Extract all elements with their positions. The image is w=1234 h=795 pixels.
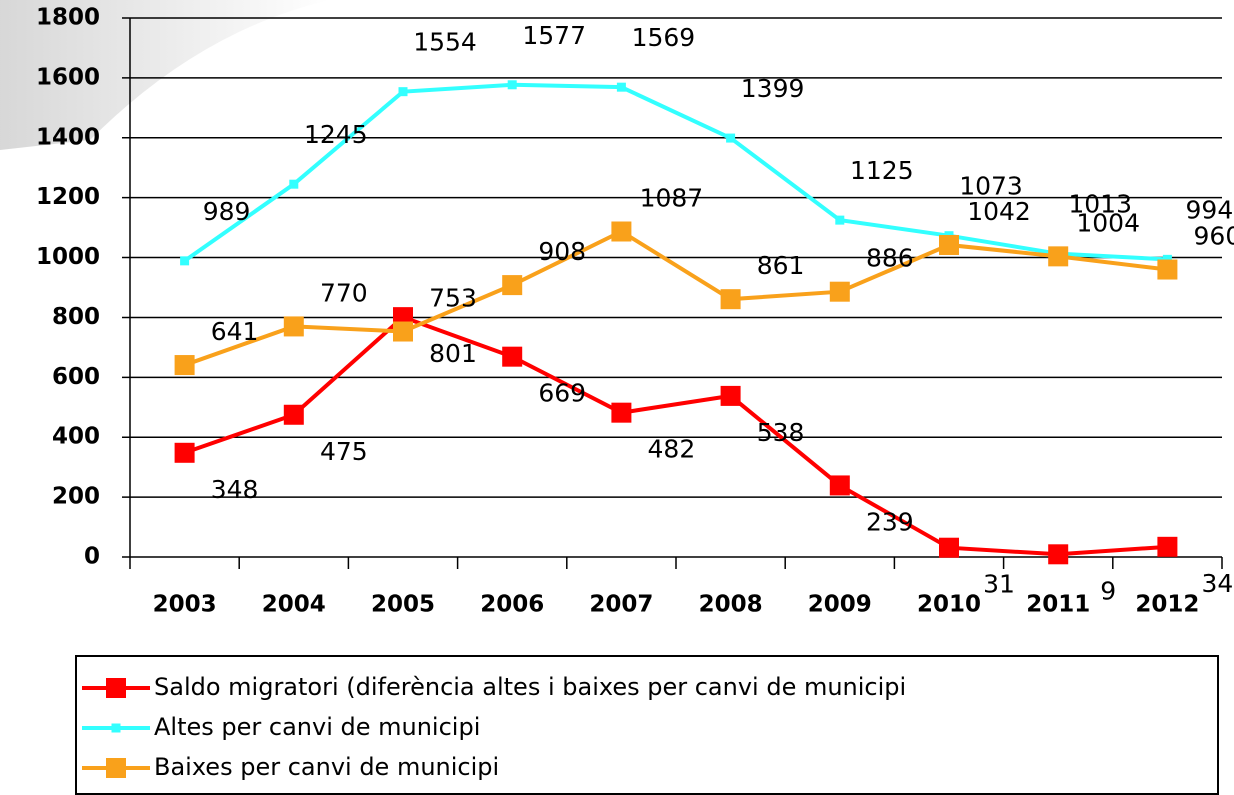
legend-label: Saldo migratori (diferència altes i baix…	[154, 673, 906, 701]
legend-box	[75, 655, 1219, 795]
data-label: 31	[983, 570, 1015, 599]
data-label: 908	[538, 237, 586, 266]
marker	[502, 346, 523, 367]
line	[183, 82, 1168, 263]
data-label: 1577	[522, 21, 586, 50]
data-label: 475	[320, 437, 368, 466]
data-label: 770	[320, 278, 368, 307]
data-label: 34	[1201, 569, 1233, 598]
x-tick-label: 2010	[917, 592, 981, 618]
data-label: 669	[538, 379, 586, 408]
marker	[174, 442, 195, 463]
x-tick-label: 2007	[589, 592, 653, 618]
marker	[939, 234, 959, 255]
marker	[1157, 259, 1178, 280]
watermark	[0, 0, 330, 150]
data-label: 1125	[850, 156, 914, 185]
marker	[829, 475, 850, 496]
marker	[720, 289, 741, 310]
legend-label: Baixes per canvi de municipi	[154, 753, 499, 781]
y-tick-label: 200	[52, 484, 100, 510]
legend-label: Altes per canvi de municipi	[154, 713, 480, 741]
data-label: 1004	[1076, 208, 1140, 237]
data-label: 482	[648, 435, 696, 464]
data-label: 239	[866, 507, 914, 536]
legend-marker	[106, 758, 126, 778]
data-label: 1042	[967, 197, 1031, 226]
marker	[720, 385, 741, 406]
marker	[393, 321, 413, 342]
marker	[283, 316, 304, 337]
x-tick-label: 2003	[153, 592, 217, 618]
marker	[398, 87, 408, 97]
marker	[611, 221, 632, 242]
data-label: 1569	[632, 23, 696, 52]
data-label: 801	[429, 339, 477, 368]
marker	[726, 133, 736, 143]
y-tick-label: 400	[52, 424, 100, 450]
data-label: 1073	[959, 172, 1023, 201]
marker	[611, 402, 632, 423]
legend-marker	[106, 678, 126, 698]
data-label: 994	[1186, 195, 1234, 224]
x-tick-label: 2009	[808, 592, 872, 618]
data-label: 9	[1100, 576, 1116, 605]
data-label: 538	[757, 418, 805, 447]
marker	[616, 82, 626, 92]
marker	[507, 80, 517, 90]
x-tick-label: 2006	[480, 592, 544, 618]
x-tick-label: 2008	[699, 592, 763, 618]
marker	[1157, 536, 1178, 557]
marker	[829, 281, 850, 302]
y-tick-label: 1800	[36, 5, 100, 31]
data-label: 1087	[640, 184, 704, 213]
x-tick-label: 2012	[1135, 592, 1199, 618]
data-label: 1245	[304, 120, 368, 149]
y-tick-label: 1400	[36, 124, 100, 150]
data-label: 348	[211, 475, 259, 504]
marker	[289, 179, 299, 189]
data-label: 1399	[741, 74, 805, 103]
y-tick-label: 1200	[36, 184, 100, 210]
marker	[835, 215, 845, 225]
marker	[502, 275, 523, 296]
y-tick-label: 800	[52, 304, 100, 330]
data-label: 989	[203, 197, 251, 226]
data-label: 960	[1194, 222, 1234, 251]
data-label: 1554	[413, 28, 477, 57]
line	[183, 229, 1168, 367]
x-tick-label: 2011	[1026, 592, 1090, 618]
data-label: 641	[211, 317, 259, 346]
marker	[1162, 254, 1172, 264]
line	[183, 314, 1168, 557]
marker	[180, 256, 190, 266]
marker	[939, 537, 959, 558]
y-tick-label: 1600	[36, 64, 100, 90]
data-label: 1013	[1068, 190, 1132, 219]
marker	[1048, 544, 1069, 565]
y-tick-label: 1000	[36, 244, 100, 270]
data-label: 886	[866, 244, 914, 273]
y-tick-label: 600	[52, 364, 100, 390]
x-tick-label: 2004	[262, 592, 326, 618]
data-label: 861	[757, 251, 805, 280]
data-label: 753	[429, 284, 477, 313]
marker	[1048, 246, 1069, 267]
y-tick-label: 0	[84, 544, 100, 570]
marker	[174, 355, 195, 376]
x-tick-label: 2005	[371, 592, 435, 618]
marker	[283, 404, 304, 425]
legend-marker	[111, 723, 121, 733]
